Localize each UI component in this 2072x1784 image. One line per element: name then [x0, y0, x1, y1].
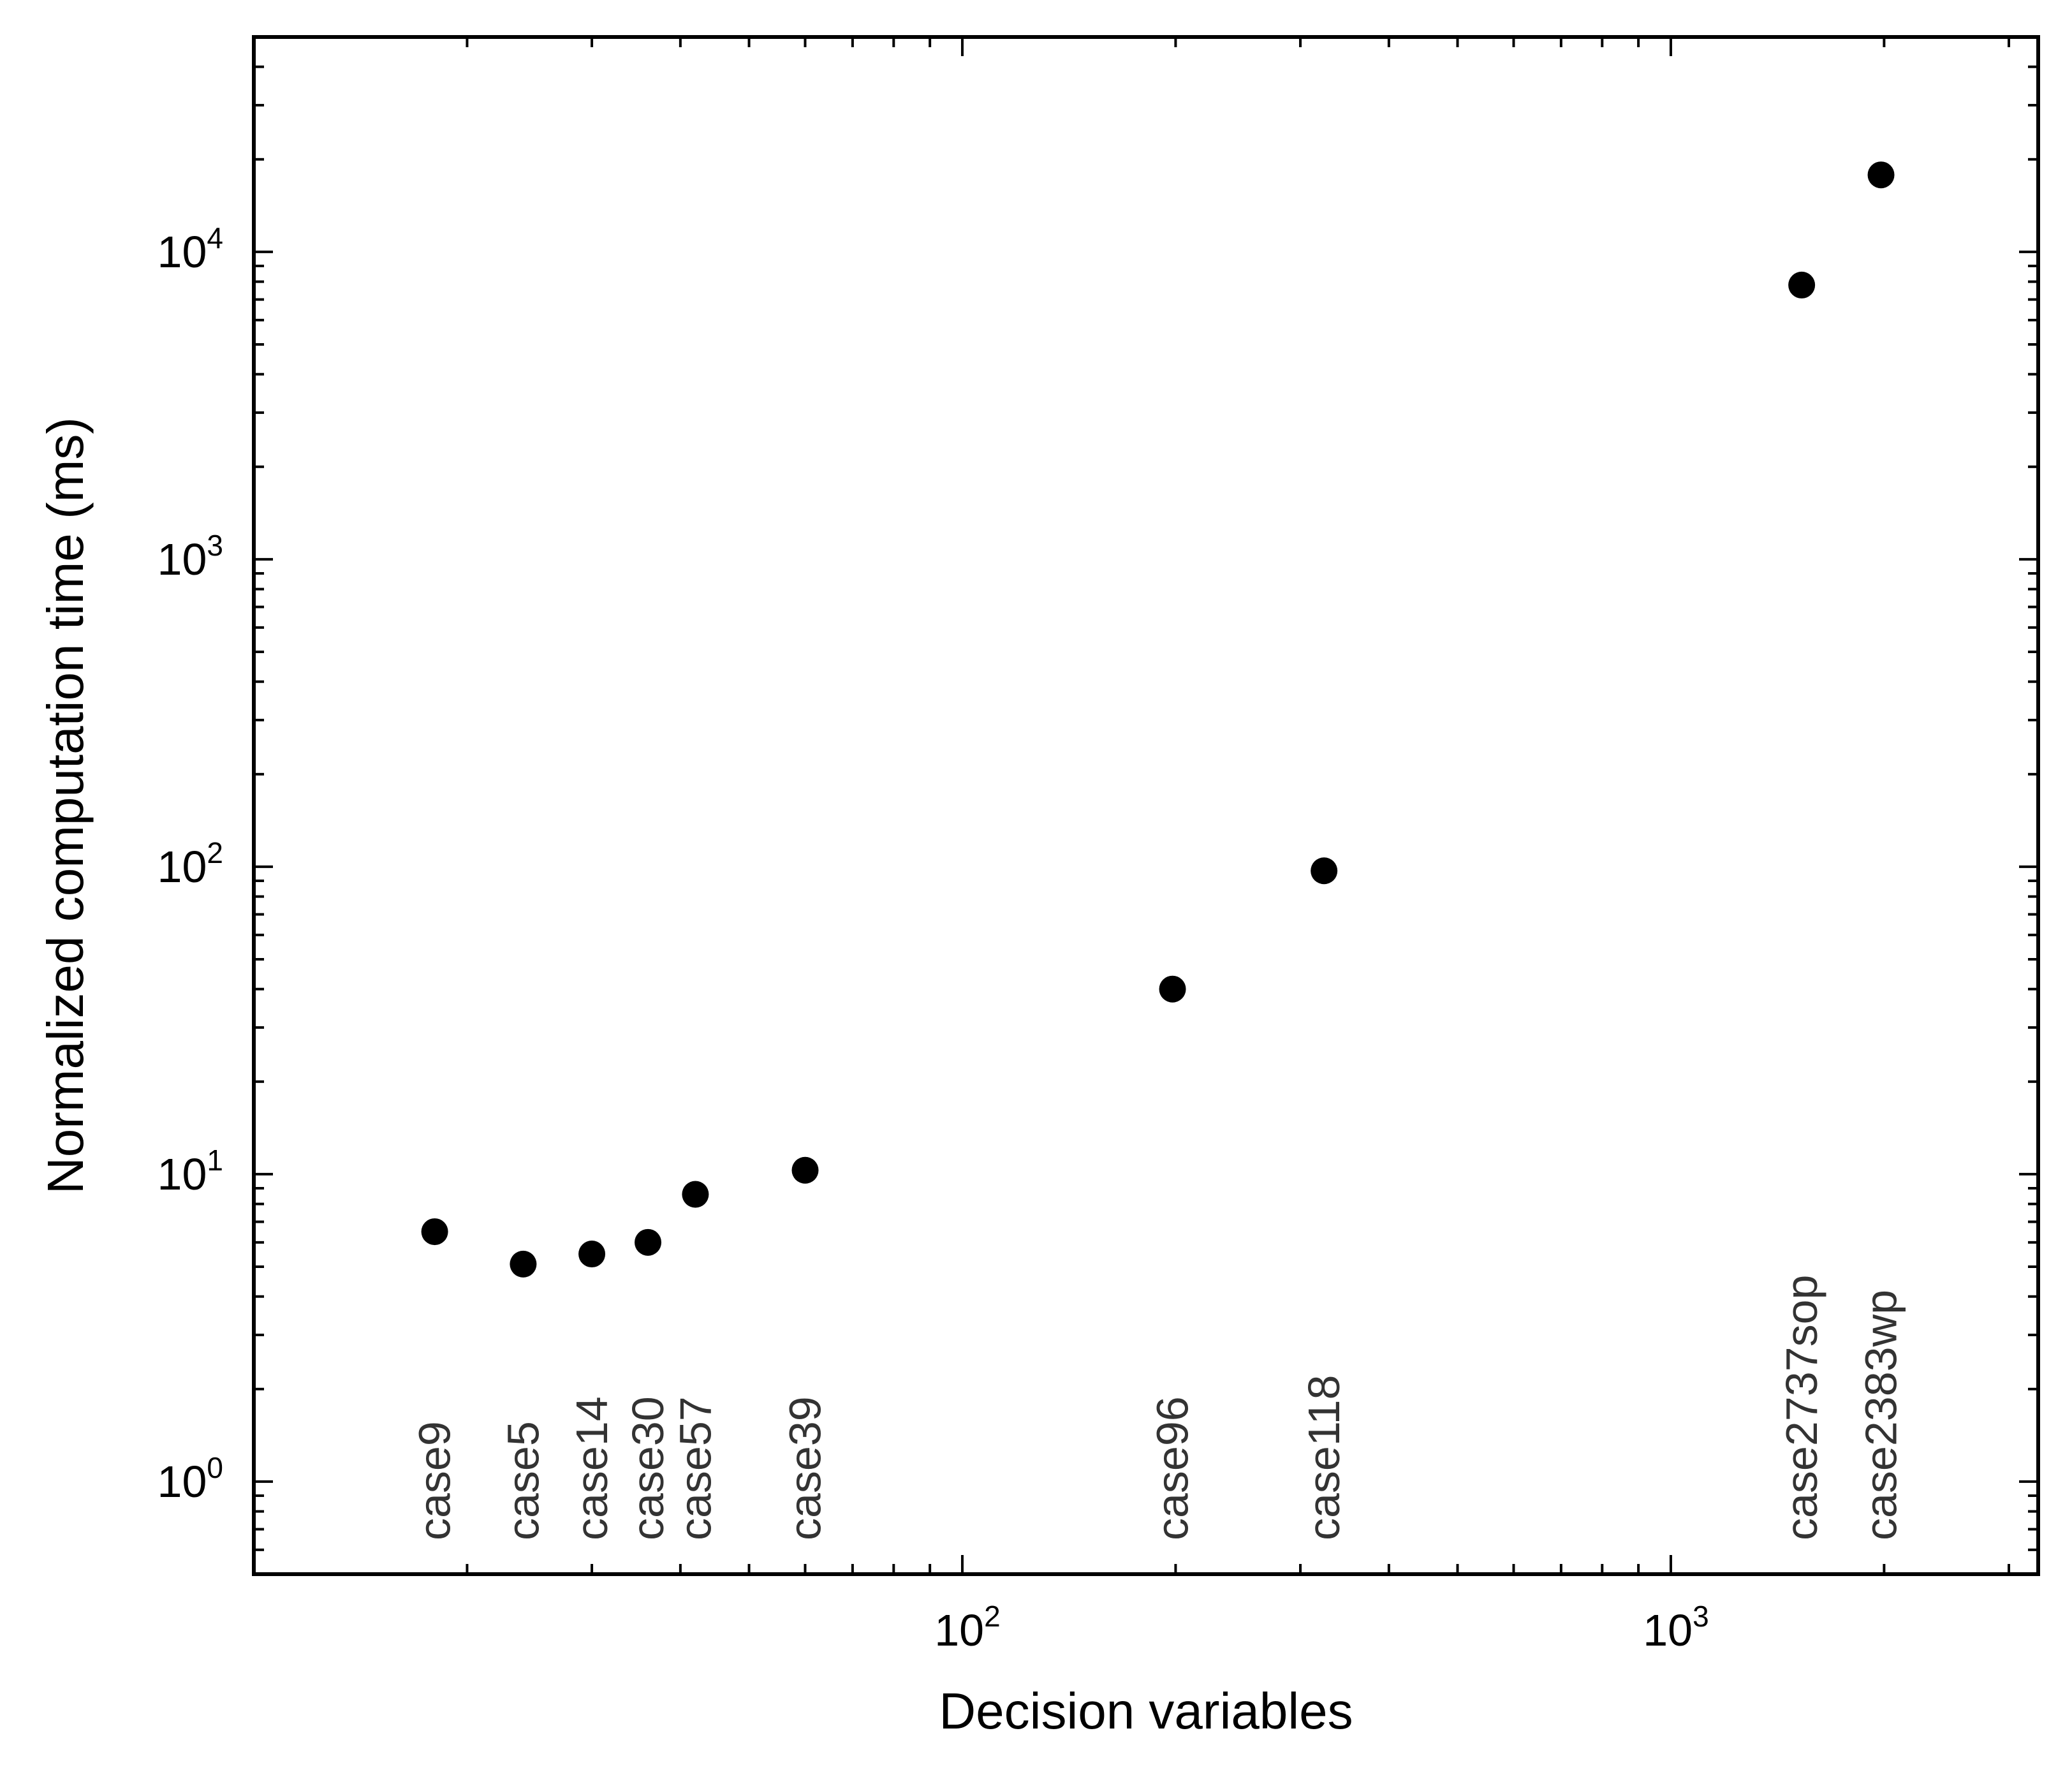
data-point	[1788, 271, 1816, 299]
data-point	[510, 1250, 537, 1278]
data-point	[1311, 857, 1338, 885]
case-label: case2383wp	[1856, 1290, 1906, 1540]
data-point	[682, 1181, 709, 1208]
axis-ticks: 102 103 100 101 102 103 104	[158, 36, 2038, 1655]
y-axis-title: Normalized computation time (ms)	[37, 417, 94, 1194]
data-points	[421, 161, 1895, 1278]
y-tick-label: 103	[158, 529, 223, 584]
case-label: case14	[567, 1396, 617, 1540]
plot-frame	[252, 35, 2040, 1576]
x-axis-title: Decision variables	[939, 1683, 1353, 1739]
case-label: case30	[623, 1396, 673, 1540]
case-label: case96	[1148, 1396, 1198, 1540]
case-label: case118	[1299, 1375, 1349, 1540]
data-point	[1867, 161, 1895, 189]
case-label: case9	[410, 1421, 460, 1540]
y-tick-label: 100	[158, 1451, 223, 1507]
y-tick-label: 102	[158, 836, 223, 892]
data-point	[791, 1156, 819, 1184]
case-label: case2737sop	[1777, 1275, 1826, 1540]
case-label: case57	[670, 1396, 720, 1540]
case-label: case39	[781, 1396, 830, 1540]
data-point	[1159, 975, 1186, 1003]
data-point	[635, 1228, 662, 1256]
data-point	[421, 1218, 448, 1246]
data-point	[578, 1241, 606, 1268]
x-tick-label: 102	[934, 1600, 1000, 1655]
y-tick-label: 101	[158, 1144, 223, 1199]
x-tick-label: 103	[1643, 1600, 1708, 1655]
y-tick-label: 104	[158, 221, 223, 277]
case-label: case5	[498, 1421, 548, 1540]
